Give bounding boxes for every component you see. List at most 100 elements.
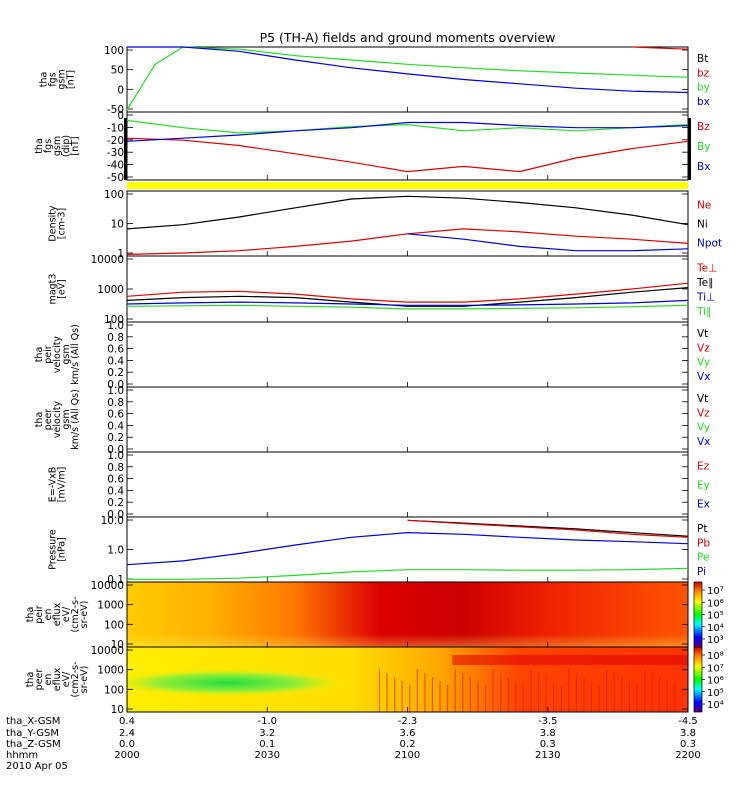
y-axis-label: fgs	[43, 139, 54, 153]
x-row-label: tha_Z-GSM	[6, 739, 61, 750]
y-axis-label: [cm-3]	[57, 208, 68, 239]
y-tick-label: 10000	[91, 254, 124, 266]
y-tick-label: 10.0	[101, 515, 124, 527]
y-tick-label: 1000	[97, 284, 124, 296]
panel-frame	[126, 321, 689, 388]
y-tick-label: 0.8	[107, 397, 124, 409]
colorbar-label: 10⁴	[707, 623, 724, 634]
legend-entry: Vt	[697, 328, 708, 340]
x-row-label: hhmm	[6, 750, 38, 761]
colorbar	[693, 646, 703, 713]
legend-entry: Ne	[697, 200, 711, 212]
status-bar	[127, 182, 688, 189]
colorbar-label: 10⁵	[707, 611, 724, 622]
y-tick-label: 0	[117, 110, 124, 122]
y-axis-label: gsm	[61, 409, 72, 429]
y-tick-label: 0.6	[107, 409, 124, 421]
y-tick-label: 1.0	[107, 450, 124, 462]
panel-frame	[126, 255, 689, 323]
y-axis-label: E=-VxB	[48, 467, 59, 502]
y-axis-label: km/s (All Qs)	[70, 389, 81, 450]
legend-entry: Pe	[697, 552, 709, 564]
panel-frame	[126, 516, 689, 583]
y-axis-label: sr-eV)	[79, 666, 90, 694]
y-tick-label: 0.6	[107, 344, 124, 356]
y-tick-label: -20	[107, 135, 124, 147]
colorbar-label: 10³	[707, 635, 724, 646]
colorbar-label: 10⁶	[707, 676, 724, 687]
y-tick-label: 0.2	[107, 497, 124, 509]
series-line-Npot	[407, 233, 689, 252]
legend-entry: Ey	[697, 480, 710, 492]
y-axis-label: tha	[25, 607, 36, 623]
legend-entry: By	[697, 141, 710, 153]
x-tick-label: -1.0	[257, 716, 277, 727]
legend-entry: Vx	[697, 371, 710, 383]
series-line-Pi	[126, 531, 689, 566]
legend-entry: Bt	[697, 53, 708, 65]
y-axis-label: eV/	[61, 606, 72, 622]
colorbar	[693, 581, 703, 648]
x-tick-label: 0.3	[680, 739, 696, 750]
y-axis-label: en	[43, 674, 54, 686]
legend-entry: Vy	[697, 357, 710, 369]
y-axis-label: Density	[48, 205, 59, 241]
y-tick-label: 0.6	[107, 474, 124, 486]
gap-marker-right	[688, 118, 691, 180]
y-tick-label: 0.4	[107, 420, 124, 432]
x-tick-label: 0.2	[400, 739, 416, 750]
y-tick-label: 1000	[97, 600, 124, 612]
y-axis-label: Pressure	[48, 529, 59, 570]
legend-entry: Vx	[697, 436, 710, 448]
y-tick-label: 0.2	[107, 432, 124, 444]
colorbar-label: 10⁷	[707, 663, 724, 674]
y-tick-label: -10	[107, 122, 124, 134]
x-tick-label: 0.4	[119, 716, 135, 727]
y-tick-label: 100	[104, 314, 124, 326]
y-tick-label: 10000	[91, 580, 124, 592]
x-tick-label: 3.6	[400, 728, 416, 739]
series-line-Ti⊥	[126, 299, 689, 306]
x-tick-label: 2.4	[119, 728, 135, 739]
legend-entry: Vz	[697, 407, 710, 419]
y-tick-label: 100	[104, 45, 124, 57]
y-axis-label: (cm2-s-	[70, 661, 81, 697]
legend-entry: by	[697, 82, 710, 94]
y-tick-label: -50	[107, 104, 124, 116]
series-line-Bx	[126, 121, 689, 142]
x-tick-label: -4.5	[678, 716, 698, 727]
legend-entry: Bx	[697, 161, 710, 173]
series-line-Ni	[126, 195, 689, 230]
y-tick-label: -50	[107, 172, 124, 184]
series-line-by	[126, 46, 689, 111]
colorbar-label: 10⁵	[707, 688, 724, 699]
y-axis-label: [eV]	[57, 279, 68, 299]
y-tick-label: 0.8	[107, 462, 124, 474]
y-tick-label: 0.8	[107, 332, 124, 344]
y-axis-label: km/s (All Qs)	[70, 324, 81, 385]
series-line-By	[126, 119, 689, 134]
x-tick-label: 3.2	[259, 728, 275, 739]
y-tick-label: 100	[104, 619, 124, 631]
y-tick-label: 0.0	[107, 379, 124, 391]
y-axis-label: fgs	[48, 72, 59, 86]
y-axis-label: peer	[43, 409, 54, 431]
series-line-Bz	[126, 137, 689, 173]
x-row-label: 2010 Apr 05	[6, 761, 68, 772]
legend-entry: Ti∥	[696, 306, 711, 318]
chart-title: P5 (TH-A) fields and ground moments over…	[260, 30, 556, 45]
y-tick-label: 0.4	[107, 355, 124, 367]
x-tick-label: 3.8	[540, 728, 556, 739]
y-tick-label: 0.2	[107, 367, 124, 379]
y-axis-label: tha	[39, 72, 50, 88]
gap-marker-left	[124, 118, 127, 180]
x-tick-label: -3.5	[538, 716, 558, 727]
y-axis-label: [nT]	[70, 136, 81, 155]
y-axis-label: peer	[34, 669, 45, 691]
y-axis-label: magt3	[48, 274, 59, 305]
legend-entry: Ex	[697, 499, 710, 511]
y-tick-label: 100	[104, 189, 124, 201]
y-tick-label: 100	[104, 684, 124, 696]
colorbar-label: 10⁷	[707, 586, 724, 597]
panel-frame	[126, 386, 689, 453]
